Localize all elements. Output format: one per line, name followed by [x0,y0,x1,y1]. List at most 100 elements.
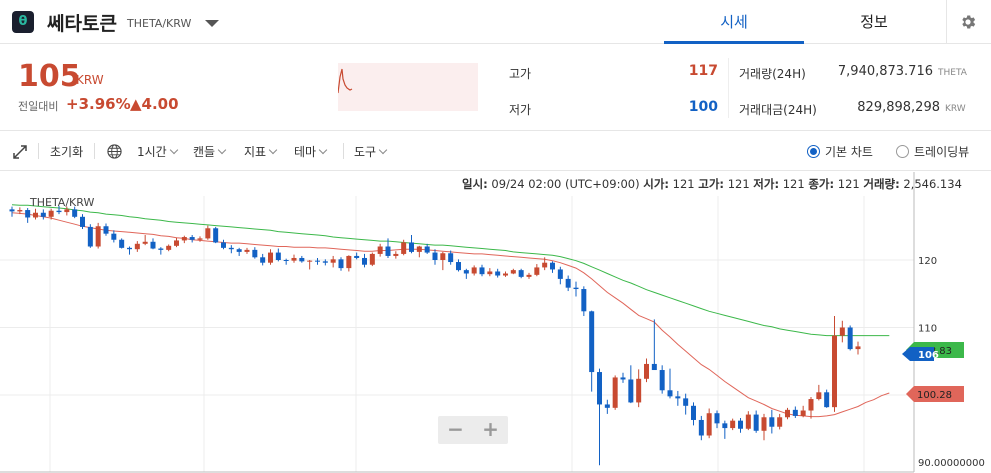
candle-body [346,255,352,269]
chart-toolbar: 초기화 1시간 캔들 지표 테마 도구 기본 차트 트레이딩뷰 [0,131,991,171]
candle-body [855,346,861,350]
candle-body [745,414,751,429]
price-summary: 105 KRW 전일대비 +3.96% ▲4.00 고가 117 저가 100 … [0,44,991,131]
candle-body [479,267,485,275]
theme-label: 테마 [294,145,317,159]
basic-chart-label: 기본 차트 [825,145,873,159]
gear-icon [962,15,976,29]
candle-body [753,414,759,431]
radio-circle-icon [896,145,909,158]
candle-body [761,417,767,431]
candle-body [644,363,649,379]
candle-body [197,238,203,240]
tradingview-label: 트레이딩뷰 [914,145,970,159]
candle-body [119,239,125,248]
candle-body [369,253,375,265]
candle-body [792,409,798,416]
time-value: 09/24 02:00 (UTC+09:00) [491,177,640,191]
globe-icon[interactable] [107,144,122,159]
zoom-in-button[interactable]: + [482,417,499,441]
coin-select-caret-icon[interactable] [205,20,219,27]
change-label: 전일대비 [18,100,59,113]
candle-body [315,260,320,262]
candle-body [9,209,15,212]
tradingview-radio[interactable]: 트레이딩뷰 [896,143,969,160]
reset-button[interactable]: 초기화 [50,145,84,159]
chevron-down-icon [217,145,227,155]
candle-body [291,257,297,261]
candle-body [385,246,391,256]
low-label: 저가: [753,177,780,191]
candle-body [221,242,226,248]
candle-body [738,420,743,429]
interval-label: 1시간 [137,145,167,159]
candle-body [573,287,579,290]
header-bar: θ 쎄타토큰 THETA/KRW 시세 정보 [0,0,991,44]
candle-body [17,210,23,212]
candle-body [80,216,85,227]
change-price: ▲4.00 [130,95,179,113]
close-value: 121 [837,177,860,191]
candle-body [565,278,571,288]
candle-body [189,237,195,240]
indicator-dropdown[interactable]: 지표 [244,143,278,160]
y-tick-label: 110 [918,324,937,335]
candle-body [448,253,454,263]
y-tick-label: 120 [918,256,937,267]
candle-body [604,404,610,408]
open-value: 121 [672,177,695,191]
candle-body [526,274,532,277]
candle-body [158,248,164,250]
candle-body [832,335,837,408]
candle-body [628,379,634,403]
theta-logo-icon: θ [12,11,34,33]
coin-pair[interactable]: THETA/KRW [127,17,192,30]
candlestick-chart[interactable]: 120 110 90.00000000 THETA/KRW 108.83 100.28 10… [0,172,991,473]
settings-button[interactable] [946,0,991,44]
candle-body [174,240,179,246]
candle-body [401,242,407,254]
candle-body [847,327,853,350]
low-label: 저가 [509,103,532,117]
low-value: 100 [688,99,718,115]
high-value: 117 [688,63,718,79]
candle-body [377,246,383,254]
candle-body [456,262,461,271]
tab-price[interactable]: 시세 [664,0,804,44]
candle-body [268,252,273,263]
mini-price-chart [337,63,478,111]
chevron-down-icon [268,145,278,155]
low-value: 121 [782,177,805,191]
candle-body [260,257,266,263]
candle-body [393,253,399,256]
candle-body [236,249,242,252]
amount-unit: KRW [945,104,966,114]
tools-dropdown[interactable]: 도구 [354,143,388,160]
candle-body [714,413,720,424]
zoom-out-button[interactable]: − [447,417,464,441]
ma-long-line [11,204,890,337]
theme-dropdown[interactable]: 테마 [294,143,328,160]
candle-body [87,226,93,247]
high-value: 121 [727,177,750,191]
basic-chart-radio[interactable]: 기본 차트 [807,143,873,160]
candle-dropdown[interactable]: 캔들 [193,143,227,160]
volume-label: 거래량: [863,177,900,191]
candle-body [659,370,665,391]
chevron-down-icon [318,145,328,155]
candle-body [362,257,367,265]
candle-body [299,257,305,262]
candle-body [181,237,187,241]
candle-body [134,243,140,250]
candle-body [463,270,469,274]
toolbar-separator [343,143,344,159]
tab-info[interactable]: 정보 [860,13,888,31]
candle-body [722,423,728,429]
coin-name[interactable]: 쎄타토큰 [47,13,117,35]
expand-icon[interactable] [13,145,27,159]
interval-dropdown[interactable]: 1시간 [137,143,178,160]
candle-body [542,262,548,268]
candle-body [440,253,446,260]
ma-long-price-tag-label: 108.83 [917,346,952,357]
current-price-tag [902,347,934,361]
